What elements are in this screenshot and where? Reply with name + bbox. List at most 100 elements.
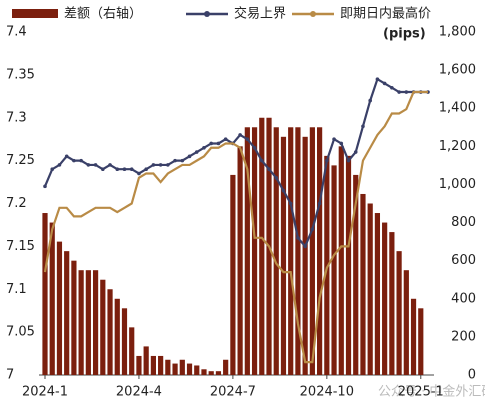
marker (173, 158, 177, 163)
bar (237, 146, 243, 375)
bar (273, 127, 279, 376)
bar (367, 203, 373, 375)
bar (215, 371, 222, 375)
marker (129, 167, 134, 171)
marker (274, 175, 279, 180)
bar (360, 193, 366, 375)
bar (295, 127, 301, 376)
bar (42, 213, 48, 375)
marker (43, 184, 47, 189)
y2-tick-label: 1,400 (439, 101, 476, 116)
marker (115, 167, 120, 171)
marker (187, 154, 192, 159)
marker (339, 141, 344, 146)
bar (403, 270, 409, 375)
marker (93, 163, 98, 167)
marker (64, 154, 69, 159)
bar (302, 136, 308, 375)
bar (121, 308, 128, 375)
y2-tick-label: 600 (451, 253, 476, 268)
y-tick-label: 7.3 (6, 110, 27, 125)
y2-tick-label: 1,800 (439, 25, 476, 40)
x-tick-label: 2024-4 (116, 385, 162, 400)
bar (259, 117, 265, 375)
marker (397, 90, 401, 94)
bar (345, 155, 352, 375)
watermark: 公众号 · 中金外汇研究 (378, 384, 485, 400)
marker (390, 85, 394, 90)
bar (129, 327, 135, 375)
marker (252, 145, 257, 150)
marker (353, 150, 358, 154)
bar (324, 155, 330, 375)
bar (100, 279, 106, 375)
marker (101, 167, 105, 171)
marker (281, 188, 286, 193)
bar (150, 355, 156, 375)
bar (85, 270, 91, 375)
y2-tick-label: 1,000 (439, 177, 476, 192)
x-tick-label: 2024-7 (210, 385, 256, 400)
bar (317, 127, 323, 376)
bar (143, 346, 149, 375)
bar (396, 251, 402, 375)
y2-tick-label: 200 (451, 329, 476, 344)
line (43, 90, 428, 364)
bar (49, 222, 55, 375)
marker (317, 201, 322, 206)
marker (238, 133, 242, 137)
legend-label: 即期日内最高价 (340, 6, 431, 22)
y-tick-label: 7.2 (6, 196, 27, 211)
bar (179, 359, 185, 375)
y-tick-label: 7.4 (6, 25, 27, 40)
legend-label: 差额（右轴） (64, 7, 142, 22)
marker (86, 163, 91, 167)
bar (280, 136, 287, 375)
bar (136, 355, 142, 375)
bar (172, 363, 178, 375)
bar (288, 127, 294, 376)
y2-tick-label: 1,200 (439, 139, 476, 154)
marker (151, 163, 156, 167)
bar (78, 270, 84, 375)
bar (382, 222, 388, 375)
marker (375, 77, 380, 81)
marker (310, 227, 315, 232)
bar (309, 127, 315, 376)
bar (418, 308, 424, 375)
marker (122, 167, 127, 171)
bar (92, 270, 99, 375)
bar (64, 251, 70, 375)
bar (331, 165, 337, 375)
marker (166, 163, 170, 167)
x-tick-label: 2024-1 (22, 385, 68, 400)
bar (194, 365, 200, 375)
bar (71, 260, 77, 375)
marker (50, 167, 55, 171)
marker (259, 158, 264, 163)
marker (404, 90, 409, 94)
marker (108, 163, 112, 167)
marker (325, 158, 329, 163)
bar (158, 355, 164, 375)
y-tick-label: 7.15 (6, 239, 35, 254)
marker (144, 167, 148, 171)
bar (353, 174, 359, 375)
bar (223, 359, 229, 375)
bar (410, 298, 417, 375)
marker (202, 145, 206, 150)
legend-swatch (204, 11, 210, 17)
marker (158, 163, 163, 167)
marker (209, 141, 214, 146)
y2-tick-label: 400 (451, 291, 476, 306)
marker (382, 81, 387, 86)
bar (56, 241, 63, 375)
bar (165, 359, 171, 375)
bar (374, 213, 381, 375)
marker (296, 236, 300, 240)
marker (194, 150, 199, 154)
y2-tick-label: 0 (468, 368, 476, 383)
marker (223, 137, 228, 141)
y-tick-label: 7.35 (6, 67, 35, 82)
